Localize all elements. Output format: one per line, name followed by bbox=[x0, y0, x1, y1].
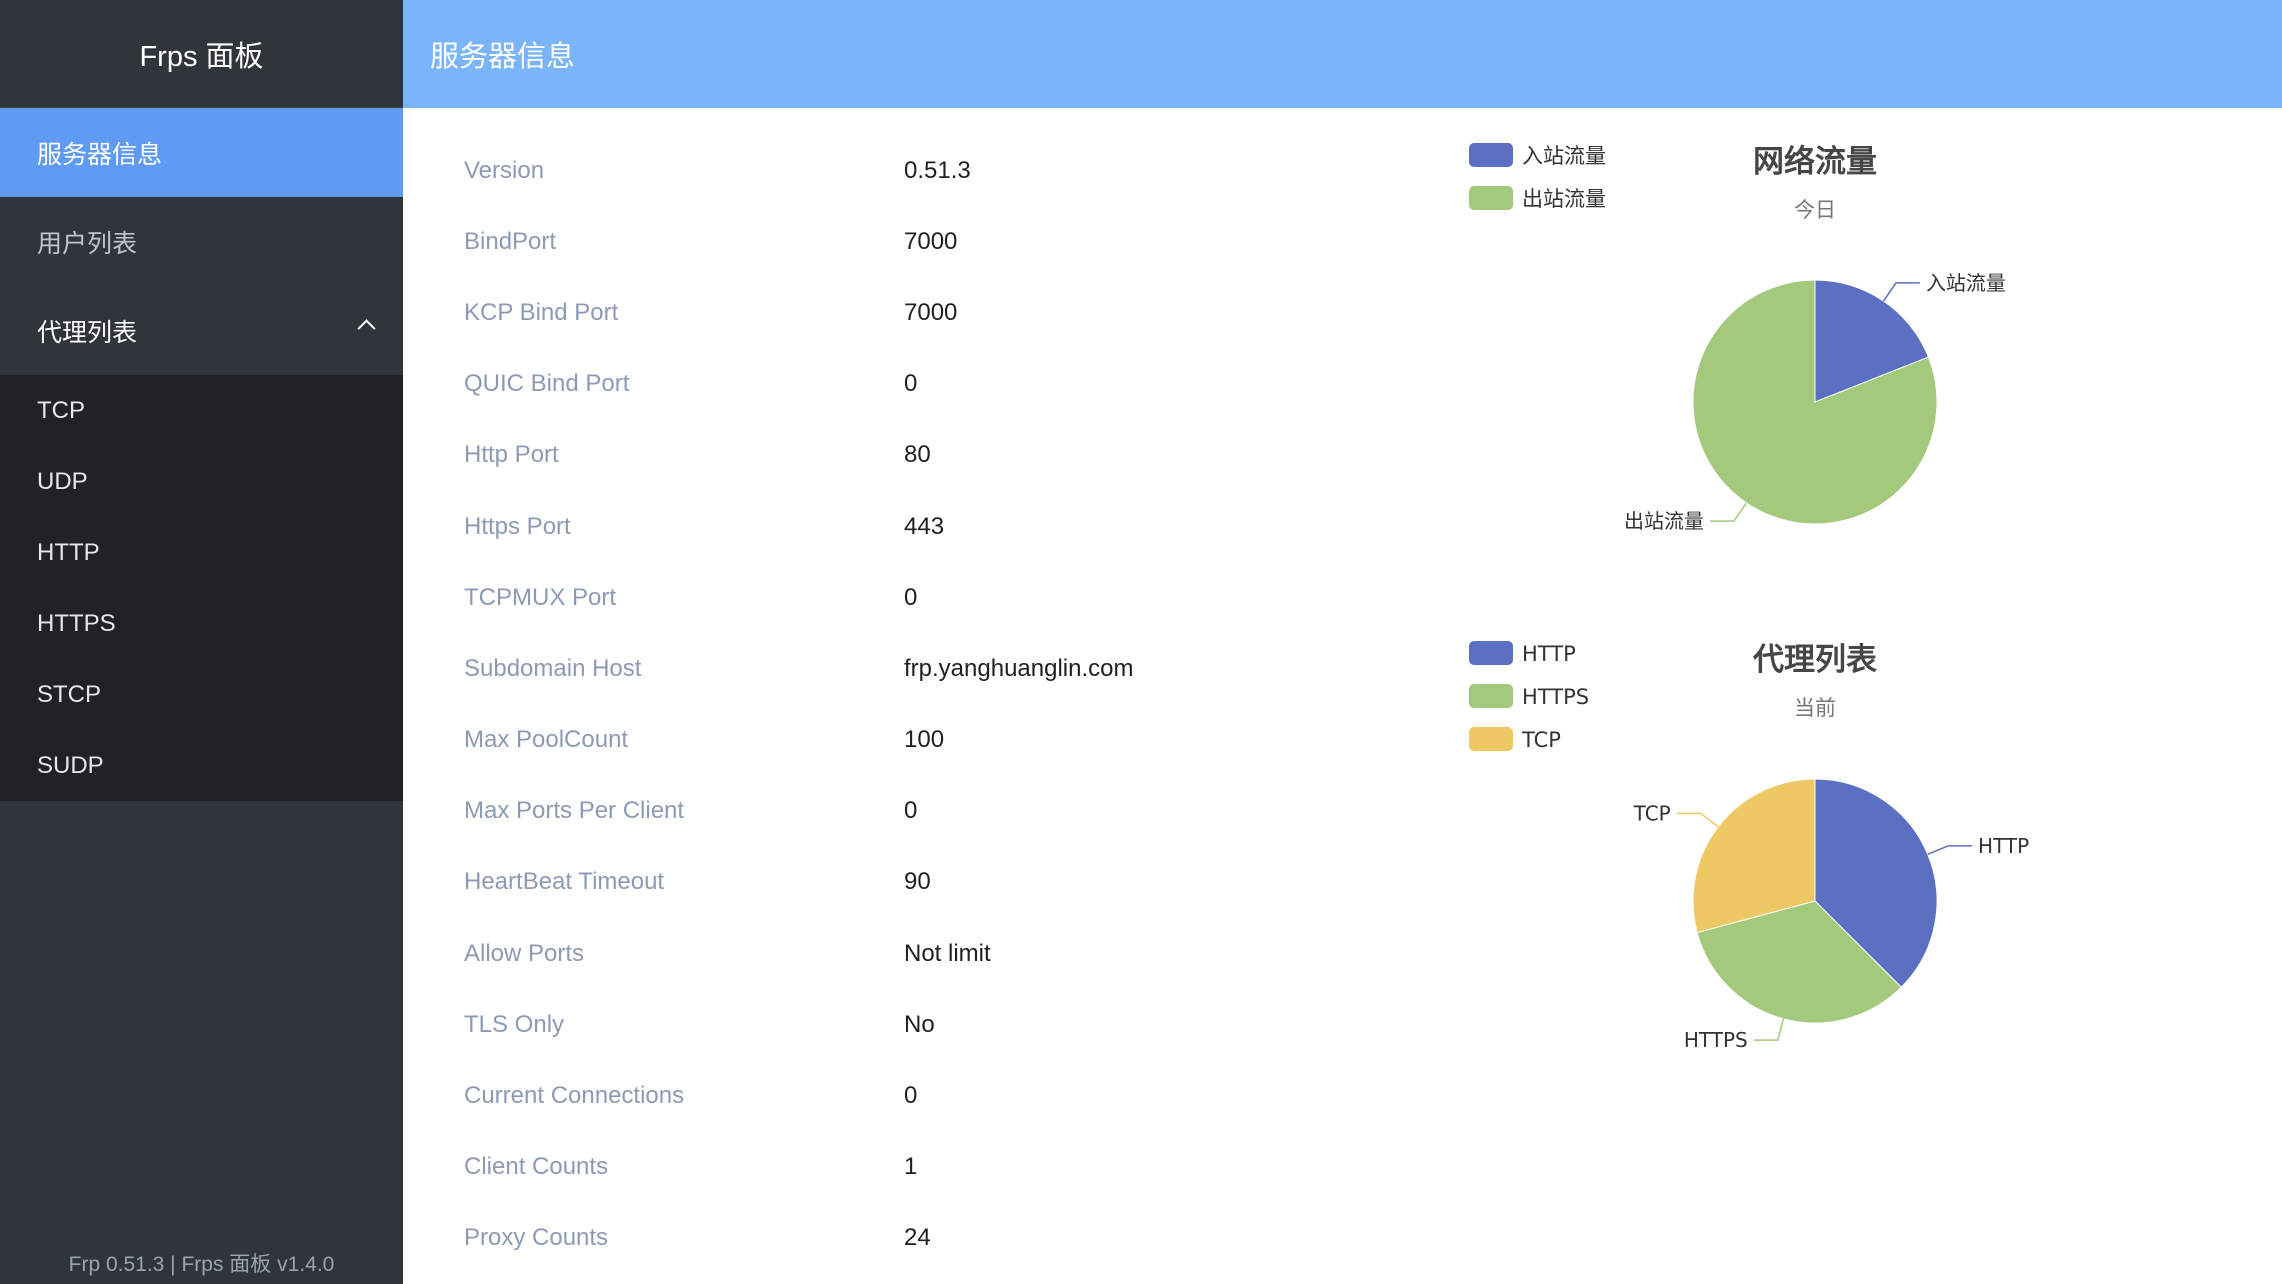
info-label: Max PoolCount bbox=[464, 726, 629, 754]
legend-label: HTTP bbox=[1522, 642, 1576, 666]
info-row: Current Connections 0 bbox=[464, 1060, 1133, 1131]
pie-label-line bbox=[1882, 282, 1920, 302]
pie-label: 入站流量 bbox=[1926, 271, 2006, 295]
submenu-item-https[interactable]: HTTPS bbox=[37, 609, 116, 637]
server-info-list: Version 0.51.3 BindPort 7000 KCP Bind Port 70… bbox=[464, 135, 1133, 1274]
info-label: Allow Ports bbox=[464, 939, 585, 967]
brand-title: Frps 面板 bbox=[0, 0, 403, 108]
info-label: Version bbox=[464, 156, 545, 184]
pie-label: 出站流量 bbox=[1624, 509, 1704, 533]
info-value: 0 bbox=[904, 1082, 918, 1110]
info-row: Proxy Counts 24 bbox=[464, 1203, 1133, 1274]
info-label: Client Counts bbox=[464, 1153, 609, 1181]
info-label: Max Ports Per Client bbox=[464, 797, 685, 825]
info-label: Http Port bbox=[464, 441, 559, 469]
pie-label-line bbox=[1676, 812, 1719, 828]
info-label: Proxy Counts bbox=[464, 1224, 609, 1252]
info-value: 90 bbox=[904, 868, 931, 896]
info-value: 7000 bbox=[904, 298, 958, 326]
info-row: Client Counts 1 bbox=[464, 1132, 1133, 1203]
info-label: BindPort bbox=[464, 227, 557, 255]
info-value: 0 bbox=[904, 583, 918, 611]
sidebar-item-server-info[interactable]: 服务器信息 bbox=[0, 108, 403, 197]
sidebar-item-proxies[interactable]: 代理列表 bbox=[0, 286, 403, 375]
pie-slice bbox=[1696, 900, 1902, 1024]
info-row: KCP Bind Port 7000 bbox=[464, 277, 1133, 348]
page-header: 服务器信息 bbox=[403, 0, 2282, 108]
proxy-submenu: TCP UDP HTTP HTTPS STCP SUDP bbox=[0, 375, 403, 801]
chart-title: 代理列表 bbox=[1752, 642, 1877, 678]
chart-subtitle: 今日 bbox=[1794, 198, 1836, 222]
info-row: Subdomain Host frp.yanghuanglin.com bbox=[464, 633, 1133, 704]
legend-swatch bbox=[1469, 143, 1513, 167]
info-value: 100 bbox=[904, 726, 945, 754]
pie-label-line bbox=[1753, 1018, 1785, 1041]
pie-label: TCP bbox=[1633, 801, 1671, 825]
info-value: Not limit bbox=[904, 939, 991, 967]
sidebar-item-users[interactable]: 用户列表 bbox=[0, 197, 403, 286]
legend-swatch bbox=[1469, 727, 1513, 751]
info-value: No bbox=[904, 1010, 935, 1038]
pie-label-line bbox=[1927, 845, 1973, 856]
info-row: Https Port 443 bbox=[464, 491, 1133, 562]
info-row: Version 0.51.3 bbox=[464, 135, 1133, 206]
chart-subtitle: 当前 bbox=[1794, 696, 1836, 720]
pie-label: HTTPS bbox=[1684, 1028, 1748, 1052]
submenu-item-stcp[interactable]: STCP bbox=[37, 680, 102, 708]
pie-label-line bbox=[1710, 502, 1748, 522]
info-label: HeartBeat Timeout bbox=[464, 868, 665, 896]
version-footer: Frp 0.51.3 | Frps 面板 v1.4.0 bbox=[68, 1253, 335, 1276]
legend-label: 出站流量 bbox=[1522, 187, 1606, 211]
info-row: Allow Ports Not limit bbox=[464, 918, 1133, 989]
info-value: frp.yanghuanglin.com bbox=[904, 654, 1134, 682]
pie-slice bbox=[1814, 279, 1930, 403]
chart-title: 网络流量 bbox=[1753, 144, 1877, 180]
sidebar-item-label: 服务器信息 bbox=[37, 140, 163, 169]
submenu-item-tcp[interactable]: TCP bbox=[37, 396, 85, 424]
info-row: Http Port 80 bbox=[464, 420, 1133, 491]
legend-swatch bbox=[1469, 641, 1513, 665]
legend-swatch bbox=[1469, 186, 1513, 210]
info-label: QUIC Bind Port bbox=[464, 370, 630, 398]
submenu-item-http[interactable]: HTTP bbox=[37, 538, 100, 566]
info-value: 1 bbox=[904, 1153, 918, 1181]
info-row: Max PoolCount 100 bbox=[464, 705, 1133, 776]
info-value: 7000 bbox=[904, 227, 958, 255]
sidebar-item-label: 用户列表 bbox=[37, 229, 138, 258]
submenu-item-sudp[interactable]: SUDP bbox=[37, 751, 104, 779]
info-row: TCPMUX Port 0 bbox=[464, 562, 1133, 633]
info-row: Max Ports Per Client 0 bbox=[464, 776, 1133, 847]
pie-slice bbox=[1692, 778, 1816, 934]
info-value: 0.51.3 bbox=[904, 156, 971, 184]
info-label: Subdomain Host bbox=[464, 654, 642, 682]
legend-label: 入站流量 bbox=[1522, 144, 1606, 168]
info-label: TLS Only bbox=[464, 1010, 565, 1038]
legend-label: TCP bbox=[1521, 728, 1561, 752]
info-row: QUIC Bind Port 0 bbox=[464, 349, 1133, 420]
info-value: 0 bbox=[904, 797, 918, 825]
info-label: KCP Bind Port bbox=[464, 298, 619, 326]
info-value: 24 bbox=[904, 1224, 931, 1252]
info-value: 80 bbox=[904, 441, 931, 469]
info-row: BindPort 7000 bbox=[464, 206, 1133, 277]
info-label: TCPMUX Port bbox=[464, 583, 617, 611]
info-label: Current Connections bbox=[464, 1082, 685, 1110]
info-row: HeartBeat Timeout 90 bbox=[464, 847, 1133, 918]
page-title: 服务器信息 bbox=[430, 41, 576, 73]
info-label: Https Port bbox=[464, 512, 571, 540]
info-row: TLS Only No bbox=[464, 989, 1133, 1060]
legend-swatch bbox=[1469, 684, 1513, 708]
info-value: 0 bbox=[904, 370, 918, 398]
legend-label: HTTPS bbox=[1522, 685, 1589, 709]
info-value: 443 bbox=[904, 512, 945, 540]
submenu-item-udp[interactable]: UDP bbox=[37, 467, 88, 495]
sidebar: Frps 面板 服务器信息 用户列表 代理列表 TCP UDP HTTP HTT… bbox=[0, 0, 403, 1284]
sidebar-item-label: 代理列表 bbox=[37, 318, 138, 347]
pie-label: HTTP bbox=[1978, 834, 2029, 858]
